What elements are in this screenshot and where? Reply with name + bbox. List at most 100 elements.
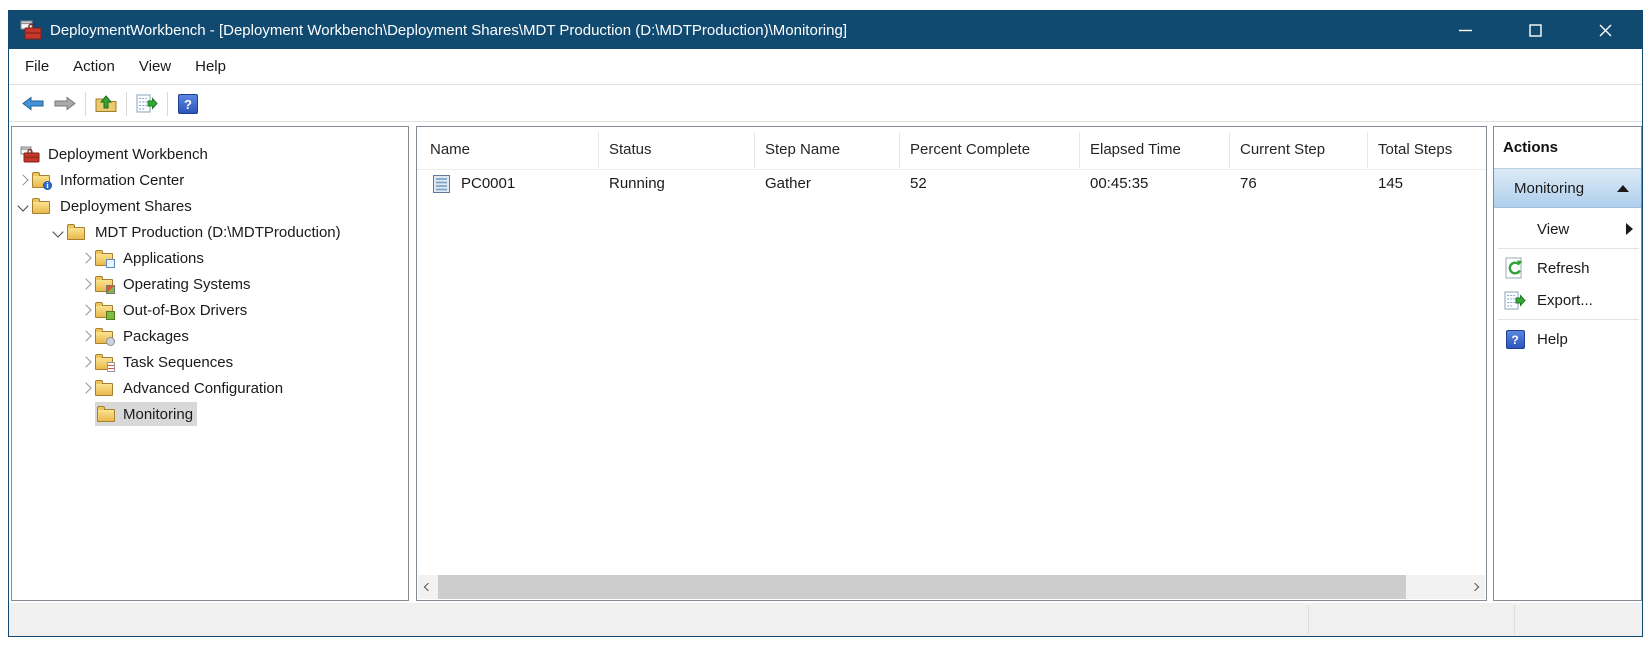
tree-item-advanced-configuration[interactable]: Advanced Configuration [12,375,408,401]
titlebar: DeploymentWorkbench - [Deployment Workbe… [9,11,1642,49]
back-button[interactable] [17,90,49,118]
maximize-button[interactable] [1512,11,1558,49]
column-header-percent-complete[interactable]: Percent Complete [900,132,1080,168]
cell-status: Running [609,175,665,192]
help-button[interactable]: ? [172,90,204,118]
results-pane: Name Status Step Name Percent Complete E… [416,126,1487,601]
column-header-current-step[interactable]: Current Step [1230,132,1368,168]
tree-item-label: Monitoring [123,405,194,423]
tree-item-deployment-workbench[interactable]: Deployment Workbench [12,141,408,167]
window-controls [1418,11,1628,49]
chevron-right-icon[interactable] [17,174,29,186]
tree-item-operating-systems[interactable]: Operating Systems [12,271,408,297]
toolbar: ? [9,86,1642,122]
menu-action[interactable]: Action [73,58,115,75]
minimize-icon [1458,29,1472,31]
back-arrow-icon [22,96,44,111]
close-icon [1599,24,1611,36]
close-button[interactable] [1582,11,1628,49]
forward-button[interactable] [49,90,81,118]
folder-drivers-icon [95,301,115,320]
action-label: Export... [1537,291,1593,309]
tree-item-label: Operating Systems [123,275,251,293]
toolbar-separator [126,91,127,116]
submenu-arrow-icon [1626,223,1633,235]
forward-arrow-icon [54,96,76,111]
minimize-button[interactable] [1442,11,1488,49]
menu-help[interactable]: Help [195,58,226,75]
actions-pane-title: Actions [1503,139,1559,156]
action-help[interactable]: ? Help [1494,323,1641,355]
action-view[interactable]: View [1494,213,1641,245]
chevron-right-icon[interactable] [80,252,92,264]
column-header-total-steps[interactable]: Total Steps [1378,141,1453,158]
action-label: Refresh [1537,259,1590,277]
workbench-toolbox-icon [20,146,40,163]
chevron-right-icon[interactable] [80,304,92,316]
scroll-right-icon [1470,582,1480,592]
status-bar-divider [1308,605,1309,634]
tree-item-label: Information Center [60,171,185,189]
column-header-step-name[interactable]: Step Name [755,132,900,168]
column-header-name[interactable]: Name [417,132,599,168]
tree-item-mdt-production[interactable]: MDT Production (D:\MDTProduction) [12,219,408,245]
tree-item-packages[interactable]: Packages [12,323,408,349]
toolbar-separator [85,91,86,116]
tree: Deployment Workbench i Information Cente… [12,141,408,427]
tree-item-label: Task Sequences [123,353,234,371]
scroll-right-button[interactable] [1465,575,1485,599]
scrollbar-thumb[interactable] [438,575,1406,599]
menu-file[interactable]: File [25,58,50,75]
tree-item-label: MDT Production (D:\MDTProduction) [95,223,341,241]
column-header-status[interactable]: Status [599,132,755,168]
action-group-label: Monitoring [1514,179,1585,197]
action-export[interactable]: Export... [1494,284,1641,316]
folder-open-icon [32,197,52,215]
action-group-monitoring[interactable]: Monitoring [1494,168,1641,208]
list-header: Name Status Step Name Percent Complete E… [417,132,1486,170]
console-tree-pane: Deployment Workbench i Information Cente… [11,126,409,601]
tree-item-monitoring[interactable]: Monitoring [12,401,408,427]
tree-item-applications[interactable]: Applications [12,245,408,271]
column-header-elapsed-time[interactable]: Elapsed Time [1080,132,1230,168]
chevron-right-icon[interactable] [80,382,92,394]
cell-percent-complete: 52 [910,175,927,192]
action-label: View [1537,220,1570,238]
up-folder-icon [95,95,117,112]
menu-view[interactable]: View [138,58,172,75]
chevron-right-icon[interactable] [80,356,92,368]
tree-item-label: Deployment Shares [60,197,192,215]
horizontal-scrollbar[interactable] [418,575,1485,599]
deployment-workbench-window: DeploymentWorkbench - [Deployment Workbe… [8,10,1643,637]
collapse-group-icon[interactable] [1617,184,1629,192]
computer-log-icon [433,175,450,193]
tree-selection-highlight: Monitoring [95,402,198,426]
help-icon: ? [178,93,198,114]
chevron-right-icon[interactable] [80,278,92,290]
folder-applications-icon [95,249,115,268]
chevron-right-icon[interactable] [80,330,92,342]
cell-current-step: 76 [1240,175,1257,192]
export-icon [136,94,158,113]
chevron-down-icon[interactable] [52,226,64,238]
scroll-left-button[interactable] [418,575,438,599]
action-label: Help [1537,330,1568,348]
tree-item-task-sequences[interactable]: Task Sequences [12,349,408,375]
monitor-row-pc0001[interactable]: PC0001 Running Gather 52 00:45:35 76 145 [417,169,1486,199]
app-toolbox-icon [20,20,42,40]
tree-item-information-center[interactable]: i Information Center [12,167,408,193]
chevron-down-icon[interactable] [17,200,29,212]
folder-open-icon [67,223,87,241]
action-refresh[interactable]: Refresh [1494,252,1641,284]
scroll-left-icon [423,582,433,592]
menubar: File Action View Help [9,49,1642,85]
up-one-level-button[interactable] [90,90,122,118]
actions-pane: Actions Monitoring View Refresh [1493,126,1642,601]
cell-step-name: Gather [765,175,811,192]
tree-item-deployment-shares[interactable]: Deployment Shares [12,193,408,219]
export-button[interactable] [131,90,163,118]
export-icon [1503,289,1527,311]
tree-item-label: Packages [123,327,189,345]
help-icon: ? [1503,328,1527,350]
tree-item-out-of-box-drivers[interactable]: Out-of-Box Drivers [12,297,408,323]
